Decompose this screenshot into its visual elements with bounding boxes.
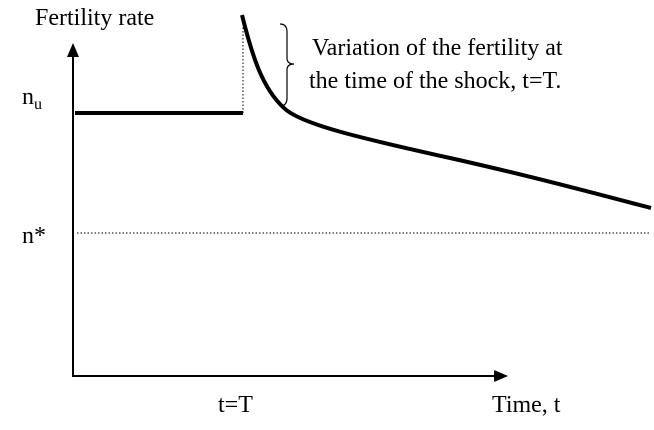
post-shock-curve [240, 14, 652, 210]
n-u-sub: u [34, 96, 42, 113]
annotation-line: the time of the shock, t=T. [309, 68, 561, 94]
n-u-base: n [22, 84, 34, 110]
y-axis-label: Fertility rate [35, 5, 154, 31]
n-star-label: n* [22, 223, 46, 249]
n-u-label: nu [22, 84, 42, 113]
x-axis-label: Time, t [492, 392, 561, 418]
brace [279, 23, 295, 107]
t-label: t=T [218, 392, 253, 418]
annotation-line: Variation of the fertility at [312, 35, 563, 61]
